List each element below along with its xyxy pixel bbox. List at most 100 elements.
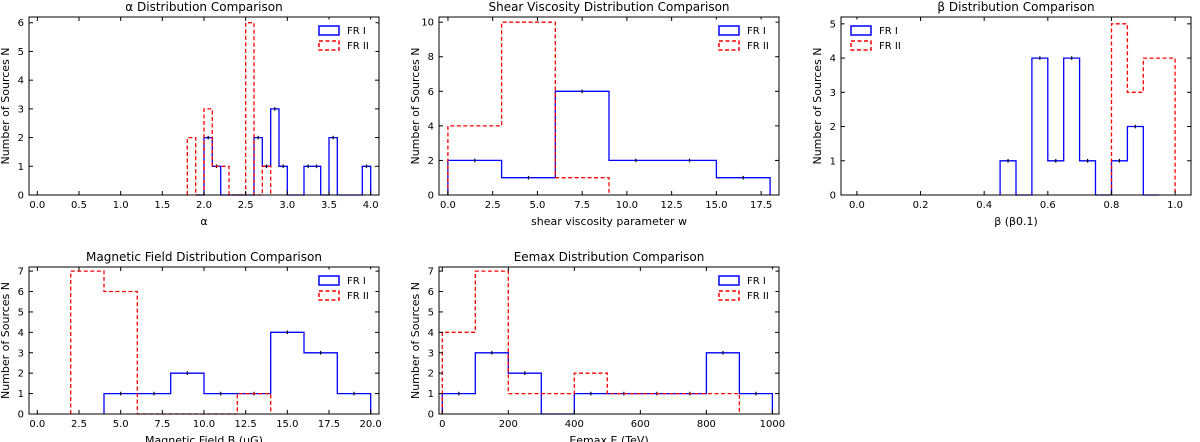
x-tick-label: 0.8 [1104, 200, 1120, 211]
axes-frame [840, 16, 1192, 196]
x-tick-label: 0 [439, 419, 445, 430]
y-axis-label: Number of Sources N [0, 47, 12, 164]
alpha-distribution-panel: α Distribution Comparison α Number of So… [0, 0, 380, 228]
y-tick-label: 2 [428, 156, 434, 167]
fr2-histogram-line [186, 22, 272, 196]
y-tick-label: 1 [428, 389, 434, 400]
beta-distribution-panel: β Distribution Comparison β (β0.1) Numbe… [811, 0, 1192, 228]
axes-frame [438, 266, 780, 415]
y-tick-label: 0 [428, 191, 434, 202]
y-tick-label: 8 [428, 52, 434, 63]
y-tick-label: 3 [428, 348, 434, 359]
y-tick-label: 4 [830, 54, 836, 65]
legend-swatch-fr2 [318, 290, 340, 301]
chart-title: Magnetic Field Distribution Comparison [86, 250, 322, 264]
x-tick-label: 4.0 [363, 200, 379, 211]
fr2-histogram-line [70, 270, 272, 415]
x-tick-label: 5.0 [113, 419, 129, 430]
x-axis-label: shear viscosity parameter w [531, 215, 687, 228]
fr2-histogram-line [447, 21, 610, 195]
x-tick-label: 0.0 [849, 200, 865, 211]
x-tick-label: 17.5 [318, 419, 340, 430]
x-tick-label: 12.5 [235, 419, 257, 430]
x-tick-label: 10.0 [193, 419, 215, 430]
shear-viscosity-distribution-panel: Shear Viscosity Distribution Comparison … [409, 0, 780, 228]
legend-label-fr2: FR II [347, 41, 369, 52]
x-tick-label: 2.5 [71, 419, 87, 430]
fr1-histogram-line [195, 108, 372, 196]
legend-swatch-fr2 [850, 40, 872, 51]
y-tick-label: 2 [830, 122, 836, 133]
y-tick-label: 1 [18, 162, 24, 173]
legend-swatch-fr1 [318, 25, 340, 36]
legend-frame [712, 19, 776, 57]
plot-area: 0.0 0.5 1.0 1.5 2.0 2.5 3.0 3.5 4.0 0 1 2 3 4 5 6 [18, 16, 380, 211]
legend-label-fr1: FR I [347, 26, 366, 37]
plot-area: 0.0 0.2 0.4 0.6 0.8 1.0 0 1 2 3 4 5 [830, 16, 1192, 211]
x-tick-label: 1.5 [154, 200, 170, 211]
chart-title: Eemax Distribution Comparison [514, 250, 705, 264]
fr1-histogram-line [447, 90, 771, 195]
x-tick-label: 0.2 [913, 200, 929, 211]
y-tick-label: 3 [18, 104, 24, 115]
chart-title: α Distribution Comparison [125, 0, 282, 14]
legend-label-fr2: FR II [347, 291, 369, 302]
legend-label-fr1: FR I [747, 276, 766, 287]
x-tick-label: 17.5 [750, 200, 772, 211]
x-tick-label: 15.0 [276, 419, 298, 430]
x-tick-label: 5.0 [529, 200, 545, 211]
legend-label-fr1: FR I [747, 26, 766, 37]
legend-swatch-fr1 [718, 25, 740, 36]
y-tick-label: 7 [18, 267, 24, 278]
x-tick-label: 7.5 [574, 200, 590, 211]
legend-label-fr1: FR I [347, 276, 366, 287]
fr1-histogram-line [441, 352, 774, 415]
x-tick-label: 15.0 [705, 200, 727, 211]
x-tick-label: 3.0 [279, 200, 295, 211]
y-axis-label: Number of Sources N [0, 282, 12, 399]
y-tick-label: 4 [428, 328, 434, 339]
y-tick-label: 0 [830, 191, 836, 202]
eemax-distribution-panel: Eemax Distribution Comparison Eemax E (T… [409, 250, 785, 442]
y-tick-label: 4 [18, 328, 24, 339]
x-tick-label: 0.6 [1040, 200, 1056, 211]
y-tick-label: 4 [18, 76, 24, 87]
y-tick-label: 2 [18, 369, 24, 380]
plot-area: 0.0 2.5 5.0 7.5 10.0 12.5 15.0 17.5 20.0 0 1 2 3 4 5 6 7 [18, 266, 382, 430]
x-tick-label: 7.5 [154, 419, 170, 430]
y-tick-label: 6 [428, 287, 434, 298]
y-tick-label: 4 [428, 121, 434, 132]
x-tick-label: 1.0 [1167, 200, 1183, 211]
y-tick-label: 2 [428, 369, 434, 380]
x-tick-label: 1000 [760, 419, 785, 430]
y-axis-label: Number of Sources N [811, 47, 824, 164]
legend: FR I FR II [844, 19, 908, 57]
x-tick-label: 0.0 [440, 200, 456, 211]
x-axis-label: β (β0.1) [994, 215, 1038, 228]
x-tick-label: 2.5 [238, 200, 254, 211]
legend-swatch-fr1 [718, 275, 740, 286]
legend-swatch-fr1 [850, 25, 872, 36]
y-tick-label: 10 [421, 18, 434, 29]
fr2-histogram-line [1110, 23, 1176, 195]
y-tick-label: 5 [18, 47, 24, 58]
x-tick-label: 2.0 [196, 200, 212, 211]
legend: FR I FR II [712, 19, 776, 57]
y-tick-label: 7 [428, 267, 434, 278]
plot-area: 0.0 2.5 5.0 7.5 10.0 12.5 15.0 17.5 0 2 4 6 8 10 [421, 16, 780, 211]
y-axis-label: Number of Sources N [409, 47, 422, 164]
x-axis-label: Eemax E (TeV) [569, 434, 648, 442]
legend: FR I FR II [712, 269, 776, 307]
legend-label-fr1: FR I [879, 26, 898, 37]
chart-title: β Distribution Comparison [937, 0, 1094, 14]
plot-area: 0 200 400 600 800 1000 0 1 2 3 4 5 6 7 [428, 266, 785, 430]
x-tick-label: 0.5 [71, 200, 87, 211]
x-tick-label: 0.4 [976, 200, 992, 211]
x-tick-label: 0.0 [29, 419, 45, 430]
fr2-histogram-line [441, 270, 741, 414]
y-tick-label: 3 [830, 88, 836, 99]
y-tick-label: 5 [428, 307, 434, 318]
x-tick-label: 10.0 [616, 200, 638, 211]
axes-frame [438, 16, 780, 196]
